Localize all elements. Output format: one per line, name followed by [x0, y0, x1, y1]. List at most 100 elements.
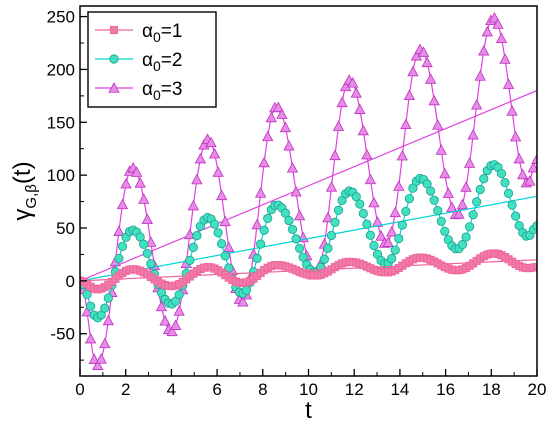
data-point-circle [213, 228, 223, 238]
data-point-circle [192, 231, 202, 241]
data-point-circle [333, 205, 344, 215]
data-point-triangle [108, 82, 120, 93]
data-point-circle [291, 234, 301, 244]
data-point-circle [185, 255, 195, 265]
data-point-triangle [258, 156, 270, 168]
data-point-circle [287, 224, 298, 234]
x-tick-label: 10 [299, 380, 318, 399]
y-tick-label: 0 [66, 272, 75, 291]
data-point-circle [103, 293, 113, 303]
data-point-triangle [325, 181, 338, 192]
data-point-triangle [191, 173, 203, 185]
y-tick-label: 100 [47, 166, 75, 185]
data-point-circle [100, 303, 110, 313]
data-point-triangle [329, 149, 341, 161]
data-point-circle [259, 225, 269, 235]
data-point-triangle [141, 213, 153, 225]
data-point-circle [256, 239, 266, 249]
data-point-triangle [219, 215, 231, 227]
y-axis-title-main: γ [9, 209, 36, 221]
y-axis-title-tail: (t) [9, 161, 36, 184]
data-point-circle [252, 253, 262, 263]
data-point-circle [500, 177, 510, 188]
data-point-triangle [134, 177, 146, 188]
series-circle [80, 160, 537, 323]
data-point-circle [369, 241, 379, 251]
data-point-triangle [442, 187, 455, 198]
data-point-triangle [290, 185, 302, 197]
data-point-triangle [120, 177, 132, 189]
data-point-circle [397, 220, 407, 230]
data-point-triangle [81, 305, 93, 317]
data-point-triangle [432, 119, 444, 130]
data-point-circle [457, 239, 468, 250]
data-point-triangle [95, 353, 107, 364]
data-point-circle [390, 245, 400, 255]
data-point-triangle [368, 196, 380, 208]
data-point-circle [461, 232, 471, 242]
data-point-circle [86, 301, 96, 311]
data-point-triangle [424, 73, 437, 84]
data-point-triangle [488, 12, 501, 23]
data-point-triangle [350, 87, 362, 98]
data-point-triangle [407, 65, 419, 77]
data-point-triangle [386, 225, 398, 237]
data-point-triangle [208, 147, 221, 159]
x-tick-label: 8 [258, 380, 267, 399]
data-point-triangle [272, 101, 285, 113]
data-point-triangle [293, 209, 306, 221]
data-point-triangle [254, 187, 267, 198]
data-point-triangle [403, 89, 416, 100]
data-point-triangle [265, 111, 277, 123]
data-point-triangle [332, 120, 345, 131]
data-point-triangle [187, 199, 200, 211]
data-point-triangle [439, 167, 451, 179]
data-point-triangle [251, 218, 263, 230]
data-point-triangle [169, 319, 182, 330]
data-point-triangle [400, 118, 412, 130]
data-point-circle [323, 243, 333, 253]
data-point-triangle [421, 56, 433, 68]
data-point-circle [440, 226, 450, 236]
data-point-circle [468, 210, 478, 220]
data-point-circle [220, 251, 230, 261]
data-point-triangle [495, 32, 508, 44]
data-point-circle [511, 211, 521, 221]
data-point-triangle [194, 152, 207, 164]
data-point-triangle [92, 359, 104, 370]
data-point-square [109, 25, 119, 35]
data-point-circle [351, 192, 361, 202]
data-point-triangle [205, 136, 217, 148]
data-point-triangle [417, 46, 430, 57]
y-axis-title-subscript: G,β [23, 184, 40, 209]
data-point-triangle [453, 208, 465, 219]
data-point-circle [436, 216, 446, 226]
axis-layer: 0 2 4 6 8 10 12 14 16 18 20 -50 0 50 100 150 200 250 [47, 8, 547, 399]
data-point-triangle [99, 337, 111, 349]
data-point-triangle [460, 181, 472, 192]
data-point-triangle [102, 314, 115, 326]
data-point-triangle [375, 230, 387, 241]
data-point-triangle [279, 121, 292, 133]
data-point-circle [330, 217, 340, 228]
data-point-triangle [215, 189, 228, 201]
data-point-circle [479, 174, 489, 184]
data-point-triangle [502, 78, 515, 89]
data-point-circle [142, 248, 152, 259]
data-point-circle [263, 213, 273, 224]
data-point-circle [117, 241, 128, 252]
data-point-triangle [509, 130, 522, 142]
data-point-circle [429, 195, 439, 205]
data-point-triangle [286, 162, 299, 173]
data-point-triangle [393, 180, 405, 191]
x-tick-label: 2 [121, 380, 130, 399]
data-point-triangle [513, 152, 525, 164]
data-point-triangle [155, 300, 168, 312]
data-point-triangle [364, 173, 377, 185]
data-point-circle [464, 222, 475, 232]
data-point-triangle [474, 70, 486, 81]
data-point-circle [401, 206, 411, 216]
data-point-triangle [88, 353, 100, 364]
data-point-triangle [389, 206, 401, 218]
x-tick-label: 0 [75, 380, 84, 399]
